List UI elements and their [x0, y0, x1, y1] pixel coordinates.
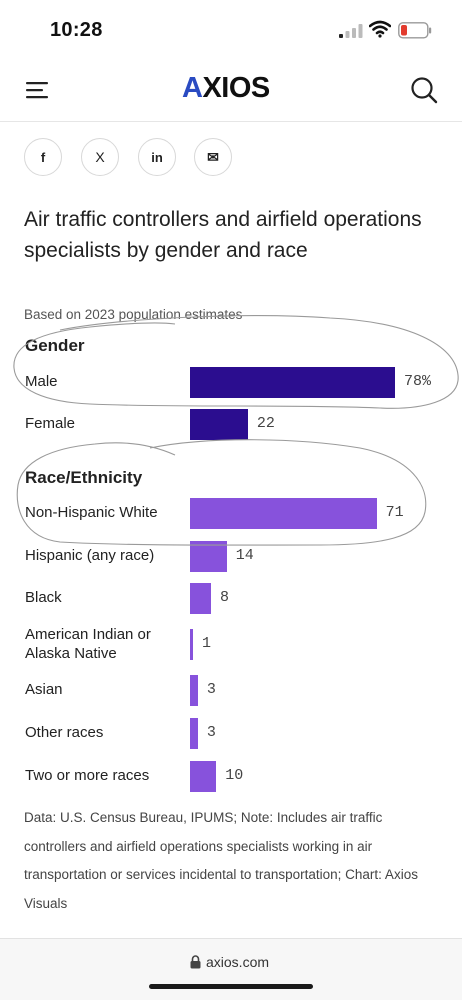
url-text: axios.com: [206, 954, 270, 970]
email-icon: ✉: [207, 148, 219, 165]
x-icon: X: [95, 149, 105, 165]
value-label-hispanic-any-race: 14: [235, 547, 254, 564]
section-heading-gender: Gender: [25, 336, 85, 355]
email-share-button[interactable]: ✉: [194, 138, 232, 176]
home-indicator: [149, 984, 313, 989]
bar-female: [190, 409, 248, 440]
bar-other-races: [190, 718, 198, 749]
linkedin-icon: in: [151, 149, 163, 165]
value-label-two-or-more-races: 10: [225, 767, 244, 784]
value-label-black: 8: [220, 589, 230, 606]
category-label-black: Black: [25, 589, 62, 606]
status-bar: 10:28: [0, 0, 462, 62]
facebook-icon: f: [40, 149, 46, 165]
value-label-female: 22: [256, 415, 275, 432]
top-nav: AXIOS: [0, 62, 462, 122]
category-label-asian: Asian: [25, 681, 63, 698]
bar-black: [190, 583, 212, 614]
chart-subtitle: Based on 2023 population estimates: [24, 307, 243, 322]
value-label-male: 78%: [404, 373, 432, 390]
category-label-other-races: Other races: [25, 724, 104, 741]
value-label-american-indian-or-alaska-native: 1: [202, 635, 212, 652]
category-label-two-or-more-races: Two or more races: [25, 767, 150, 784]
section-heading-race-ethnicity: Race/Ethnicity: [25, 468, 143, 487]
chart-title: Air traffic controllers and airfield ope…: [24, 208, 422, 262]
annotation-loop-race: [16, 439, 427, 546]
footer-divider: [0, 938, 462, 939]
lock-icon: [190, 955, 201, 969]
logo-accent-letter: A: [182, 72, 203, 104]
bar-american-indian-or-alaska-native: [190, 629, 193, 660]
battery-icon: [398, 22, 432, 39]
browser-url-bar[interactable]: axios.com: [0, 939, 462, 1000]
bar-non-hispanic-white: [190, 498, 377, 529]
menu-icon[interactable]: [26, 79, 50, 101]
axios-logo[interactable]: AXIOS: [182, 72, 270, 105]
facebook-share-button[interactable]: f: [24, 138, 62, 176]
cellular-signal-icon: [339, 24, 363, 38]
bar-two-or-more-races: [190, 761, 217, 792]
bar-asian: [190, 675, 198, 706]
category-label-non-hispanic-white: Non-Hispanic White: [25, 504, 158, 521]
value-label-non-hispanic-white: 71: [385, 504, 404, 521]
category-label-male: Male: [25, 373, 58, 390]
status-time: 10:28: [50, 19, 103, 41]
bar-male: [190, 367, 395, 398]
category-label-hispanic-any-race: Hispanic (any race): [25, 547, 155, 564]
linkedin-share-button[interactable]: in: [138, 138, 176, 176]
bar-hispanic-any-race: [190, 541, 227, 572]
value-label-other-races: 3: [206, 724, 216, 741]
wifi-icon: [369, 20, 391, 38]
value-label-asian: 3: [206, 681, 216, 698]
chart-source-note: Data: U.S. Census Bureau, IPUMS; Note: I…: [24, 810, 418, 911]
x-share-button[interactable]: X: [81, 138, 119, 176]
logo-text: XIOS: [202, 72, 270, 104]
category-label-american-indian-or-alaska-native: American Indian or Alaska Native: [25, 626, 151, 662]
search-icon[interactable]: [410, 76, 438, 104]
category-label-female: Female: [25, 415, 76, 432]
